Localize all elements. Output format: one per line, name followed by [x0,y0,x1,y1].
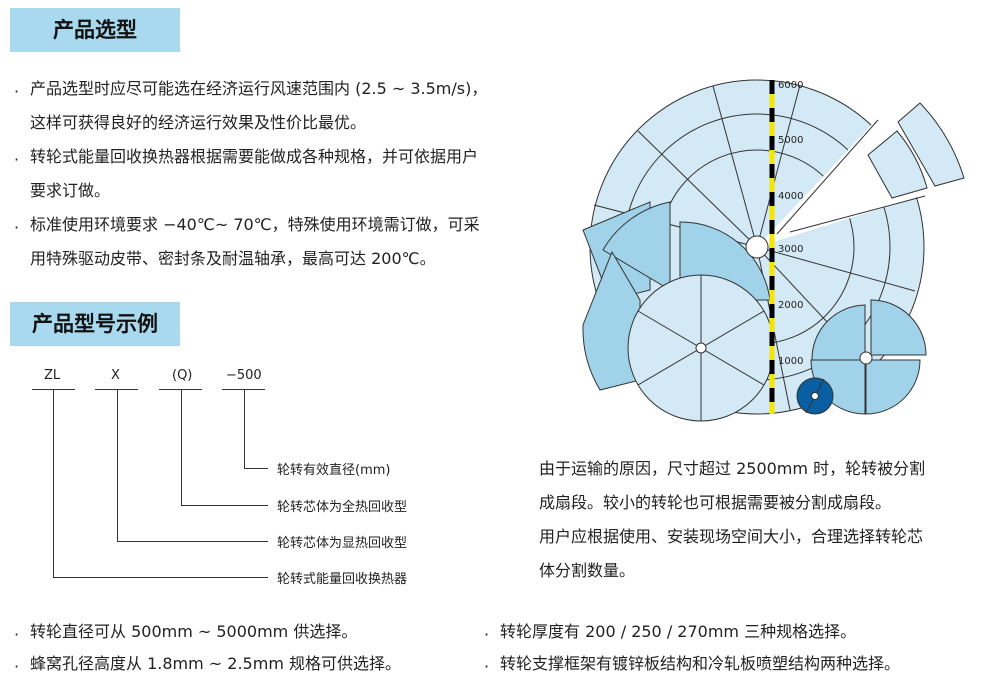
scale-label: 2000 [778,300,803,311]
section-title-model: 产品型号示例 [10,302,180,346]
footer-item: 转轮支撑框架有镀锌板结构和冷轧板喷塑结构两种选择。 [500,654,901,673]
bullet-dot: · [14,218,20,237]
bullet-text: 转轮式能量回收换热器根据需要能做成各种规格，并可依据用户 [30,147,479,166]
quadrant-segment [811,304,866,361]
scale-label: 6000 [778,80,803,91]
quadrant-segment [865,359,921,415]
scale-label: 3000 [778,244,803,255]
connector [53,577,268,578]
wheel-segment-diagram: 6000 5000 4000 3000 2000 1000 [582,79,965,422]
connector [117,541,268,542]
bullet-dot: · [14,625,20,644]
connector [244,389,245,469]
bullet-dot: · [14,657,20,676]
bullet-dot: · [14,150,20,169]
scale-label: 1000 [778,356,803,367]
label-exchanger: 轮转式能量回收换热器 [277,572,408,587]
bullet-text: 这样可获得良好的经济运行效果及性价比最优。 [30,113,367,132]
caption-line: 由于运输的原因，尺寸超过 2500mm 时，轮转被分割 [539,459,926,478]
code-zl: ZL [44,368,61,383]
connector [244,468,268,469]
connector [53,389,54,577]
bullet-dot: · [484,657,490,676]
label-sensible-heat: 轮转芯体为显热回收型 [277,536,408,551]
sector-piece [867,130,928,199]
segment [582,250,641,391]
code-q: (Q) [172,368,193,383]
label-total-heat: 轮转芯体为全热回收型 [277,500,408,515]
connector [181,389,182,505]
code-x: X [111,368,120,383]
code-500: −500 [226,368,262,383]
label-diameter: 轮转有效直径(mm) [277,463,391,478]
caption-line: 用户应根据使用、安装现场空间大小，合理选择转轮芯 [539,527,924,546]
footer-item: 转轮厚度有 200 / 250 / 270mm 三种规格选择。 [500,622,857,641]
footer-item: 转轮直径可从 500mm ~ 5000mm 供选择。 [30,622,358,641]
bullet-text: 用特殊驱动皮带、密封条及耐温轴承，最高可达 200℃。 [30,249,436,268]
bullet-dot: · [484,625,490,644]
divider [159,389,202,390]
scale-label: 4000 [778,191,803,202]
section-title-selection: 产品选型 [10,8,180,52]
connector [117,389,118,541]
footer-item: 蜂窝孔径高度从 1.8mm ~ 2.5mm 规格可供选择。 [30,654,401,673]
quadrant-segment [870,299,927,356]
bullet-dot: · [14,82,20,101]
bullet-text: 标准使用环境要求 −40℃~ 70℃，特殊使用环境需订做，可采 [30,215,480,234]
segment [602,201,671,291]
divider [95,389,138,390]
scale-label: 5000 [778,135,803,146]
bullet-text: 产品选型时应尽可能选在经济运行风速范围内 (2.5 ~ 3.5m/s)， [30,79,488,98]
divider [222,389,265,390]
sector-piece [897,102,965,187]
caption-line: 体分割数量。 [539,561,636,580]
caption-line: 成扇段。较小的转轮也可根据需要被分割成扇段。 [539,493,892,512]
bullet-text: 要求订做。 [30,181,111,200]
connector [181,505,268,506]
